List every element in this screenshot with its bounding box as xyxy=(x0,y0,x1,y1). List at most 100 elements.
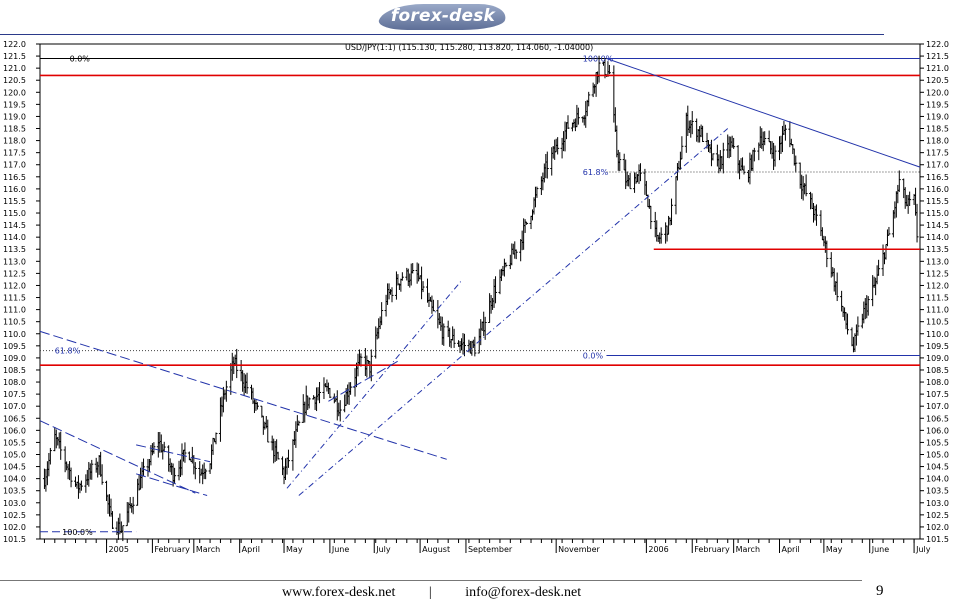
y-tick-label-right: 114.5 xyxy=(926,221,949,230)
y-tick-label-left: 114.5 xyxy=(3,221,26,230)
usdjpy-ohlc-chart: 122.0 122.0 121.5 121.5 121.0 121.0 120.5 120.5… xyxy=(3,40,949,554)
trendline-uptrend-steep xyxy=(286,280,462,489)
y-tick-label-left: 106.0 xyxy=(3,426,26,435)
y-tick-label-right: 120.0 xyxy=(926,88,949,97)
y-tick-label-left: 104.5 xyxy=(3,463,26,472)
fib-level-label: 0.0% xyxy=(70,54,91,63)
y-tick-label-left: 108.0 xyxy=(3,378,26,387)
trendline-downtrend-channel-upper xyxy=(39,330,447,460)
y-tick-label-left: 121.5 xyxy=(3,52,26,61)
y-tick-label-left: 119.0 xyxy=(3,112,26,121)
forex-desk-logo: forex-desk xyxy=(375,4,511,30)
header-divider xyxy=(0,34,884,35)
y-tick-label-right: 121.5 xyxy=(926,52,949,61)
y-tick-label-right: 102.0 xyxy=(926,523,949,532)
x-tick-label: November xyxy=(558,545,600,554)
y-tick-label-left: 110.0 xyxy=(3,330,26,339)
y-tick-label-right: 112.5 xyxy=(926,269,949,278)
y-tick-label-right: 120.5 xyxy=(926,76,949,85)
y-tick-label-right: 106.5 xyxy=(926,414,949,423)
y-tick-label-right: 116.0 xyxy=(926,185,949,194)
x-tick-label: April xyxy=(242,545,260,554)
y-tick-label-left: 118.0 xyxy=(3,137,26,146)
fib-level-label: 100.0% xyxy=(583,54,614,63)
y-tick-label-right: 121.0 xyxy=(926,64,949,73)
y-tick-label-right: 108.0 xyxy=(926,378,949,387)
footer-website[interactable]: www.forex-desk.net xyxy=(282,585,396,600)
trendline-flag-upper xyxy=(136,444,211,463)
y-tick-label-right: 103.5 xyxy=(926,487,949,496)
y-tick-label-right: 102.5 xyxy=(926,511,949,520)
y-tick-label-right: 103.0 xyxy=(926,499,949,508)
y-tick-label-right: 107.0 xyxy=(926,402,949,411)
y-tick-label-left: 109.0 xyxy=(3,354,26,363)
y-tick-label-right: 117.0 xyxy=(926,161,949,170)
ohlc-series xyxy=(42,55,919,542)
y-tick-label-right: 116.5 xyxy=(926,173,949,182)
fib-level-label: 61.8% xyxy=(583,168,609,177)
y-tick-label-right: 119.0 xyxy=(926,112,949,121)
y-tick-label-left: 114.0 xyxy=(3,233,26,242)
footer-email[interactable]: info@forex-desk.net xyxy=(465,585,582,600)
y-tick-label-right: 104.0 xyxy=(926,475,949,484)
y-tick-label-right: 107.5 xyxy=(926,390,949,399)
y-tick-label-right: 113.5 xyxy=(926,245,949,254)
y-tick-label-left: 117.5 xyxy=(3,149,26,158)
y-tick-label-right: 122.0 xyxy=(926,40,949,49)
y-tick-label-left: 113.0 xyxy=(3,257,26,266)
y-tick-label-right: 109.0 xyxy=(926,354,949,363)
y-tick-label-right: 111.0 xyxy=(926,306,949,315)
y-tick-label-left: 111.5 xyxy=(3,294,26,303)
y-tick-label-right: 110.5 xyxy=(926,318,949,327)
y-tick-label-left: 105.5 xyxy=(3,438,26,447)
footer: www.forex-desk.net | info@forex-desk.net xyxy=(282,585,581,601)
y-tick-label-left: 118.5 xyxy=(3,125,26,134)
trendline-long-term-downtrend xyxy=(606,58,921,168)
fib-level-label: 100.0% xyxy=(62,528,93,537)
trendline-downtrend-channel-lower xyxy=(39,420,196,494)
y-tick-label-right: 114.0 xyxy=(926,233,949,242)
y-tick-label-right: 112.0 xyxy=(926,281,949,290)
fib-level-label: 0.0% xyxy=(583,351,604,360)
y-tick-label-left: 110.5 xyxy=(3,318,26,327)
y-tick-label-left: 113.5 xyxy=(3,245,26,254)
x-tick-label: June xyxy=(331,545,350,554)
y-tick-label-left: 103.0 xyxy=(3,499,26,508)
y-tick-label-right: 104.5 xyxy=(926,463,949,472)
y-tick-label-left: 108.5 xyxy=(3,366,26,375)
x-tick-label: March xyxy=(736,545,760,554)
y-tick-label-left: 112.5 xyxy=(3,269,26,278)
x-tick-label: May xyxy=(286,545,303,554)
x-tick-label: June xyxy=(871,545,890,554)
footer-separator: | xyxy=(428,585,432,600)
x-tick-label: 2005 xyxy=(109,545,129,554)
y-tick-label-left: 112.0 xyxy=(3,281,26,290)
chart-title: USD/JPY(1:1) (115.130, 115.280, 113.820,… xyxy=(345,43,593,52)
y-tick-label-left: 120.5 xyxy=(3,76,26,85)
y-tick-label-right: 113.0 xyxy=(926,257,949,266)
x-tick-label: August xyxy=(422,545,450,554)
x-tick-label: July xyxy=(915,545,931,554)
x-tick-label: March xyxy=(196,545,220,554)
y-tick-label-left: 103.5 xyxy=(3,487,26,496)
y-tick-label-left: 111.0 xyxy=(3,306,26,315)
y-tick-label-left: 115.5 xyxy=(3,197,26,206)
y-tick-label-left: 116.5 xyxy=(3,173,26,182)
footer-divider xyxy=(0,580,862,581)
logo-text: forex-desk xyxy=(390,6,496,26)
x-tick-label: April xyxy=(781,545,799,554)
y-tick-label-left: 107.0 xyxy=(3,402,26,411)
y-tick-label-right: 118.5 xyxy=(926,125,949,134)
y-tick-label-left: 119.5 xyxy=(3,100,26,109)
y-tick-label-right: 117.5 xyxy=(926,149,949,158)
y-tick-label-left: 102.5 xyxy=(3,511,26,520)
y-tick-label-right: 105.5 xyxy=(926,438,949,447)
y-tick-label-right: 110.0 xyxy=(926,330,949,339)
x-tick-label: 2006 xyxy=(648,545,668,554)
y-tick-label-right: 101.5 xyxy=(926,535,949,544)
y-tick-label-right: 118.0 xyxy=(926,137,949,146)
y-tick-label-left: 116.0 xyxy=(3,185,26,194)
y-tick-label-left: 104.0 xyxy=(3,475,26,484)
x-tick-label: September xyxy=(468,545,513,554)
y-tick-label-right: 115.0 xyxy=(926,209,949,218)
